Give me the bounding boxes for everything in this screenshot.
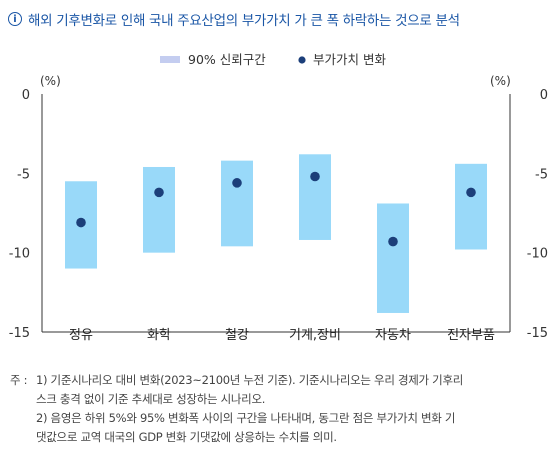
y-ticks-left: 0 -5 -10 -15 [9, 88, 30, 341]
chart-title: 해외 기후변화로 인해 국내 주요산업의 부가가치 가 큰 폭 하락하는 것으로… [28, 13, 460, 29]
value-point [154, 187, 164, 198]
y-unit-left: (%) [40, 74, 61, 88]
value-point [76, 217, 86, 228]
chart-header: i 해외 기후변화로 인해 국내 주요산업의 부가가치 가 큰 폭 하락하는 것… [8, 7, 552, 31]
range-bar [221, 160, 253, 247]
y-tick-label-right: -10 [527, 247, 548, 262]
y-tick-label-left: 0 [22, 88, 30, 103]
legend-point-marker [298, 56, 306, 64]
x-tick-label: 자동차 [375, 328, 411, 343]
range-bar [377, 203, 409, 313]
range-bar [299, 154, 331, 240]
y-ticks-right: 0 -5 -10 -15 [527, 88, 548, 341]
legend-range-label: 90% 신뢰구간 [188, 52, 266, 67]
value-point [232, 178, 242, 188]
y-unit-right: (%) [490, 74, 511, 88]
y-tick-label-right: -5 [535, 167, 548, 182]
value-point [388, 236, 398, 247]
value-point [310, 171, 320, 182]
x-tick-label: 기계,장비 [289, 328, 341, 343]
info-icon: i [8, 12, 22, 26]
x-tick-label: 정유 [69, 328, 93, 343]
range-chart: 90% 신뢰구간 부가가치 변화 (%) (%) 0 -5 -10 -15 0 -5 -1… [9, 52, 548, 343]
value-points [76, 171, 476, 247]
x-tick-label: 화학 [147, 328, 171, 343]
value-point [466, 187, 476, 198]
legend: 90% 신뢰구간 부가가치 변화 [160, 52, 386, 67]
range-bars [65, 154, 487, 313]
range-bar [455, 163, 487, 250]
y-tick-label-left: -5 [17, 167, 30, 182]
y-tick-label-left: -15 [9, 326, 30, 341]
footnote-prefix: 주 : [10, 373, 28, 387]
range-bar [143, 166, 175, 253]
footnotes: 주 : 1) 기준시나리오 대비 변화(2023~2100년 누전 기준). 기… [10, 371, 546, 447]
x-tick-labels: 정유 화학 철강 기계,장비 자동차 전자부품 [69, 328, 495, 343]
footnote-line-4: 댓값으로 교역 대국의 GDP 변화 기댓값에 상응하는 수치를 의미. [36, 430, 337, 444]
footnote-line-2: 스크 충격 없이 기준 추세대로 성장하는 시나리오. [36, 392, 266, 406]
footnote-line-3: 2) 음영은 하위 5%와 95% 변화폭 사이의 구간을 나타내며, 동그란 … [36, 411, 456, 425]
legend-point-label: 부가가치 변화 [313, 52, 386, 67]
x-tick-label: 전자부품 [447, 328, 495, 343]
legend-range-swatch [160, 56, 180, 63]
x-tick-label: 철강 [225, 328, 249, 343]
footnote-line-1: 1) 기준시나리오 대비 변화(2023~2100년 누전 기준). 기준시나리… [36, 373, 463, 387]
y-tick-label-right: 0 [540, 88, 548, 103]
y-tick-label-right: -15 [527, 326, 548, 341]
chart-area: 90% 신뢰구간 부가가치 변화 (%) (%) 0 -5 -10 -15 0 -5 -1… [0, 40, 552, 360]
y-tick-label-left: -10 [9, 247, 30, 262]
